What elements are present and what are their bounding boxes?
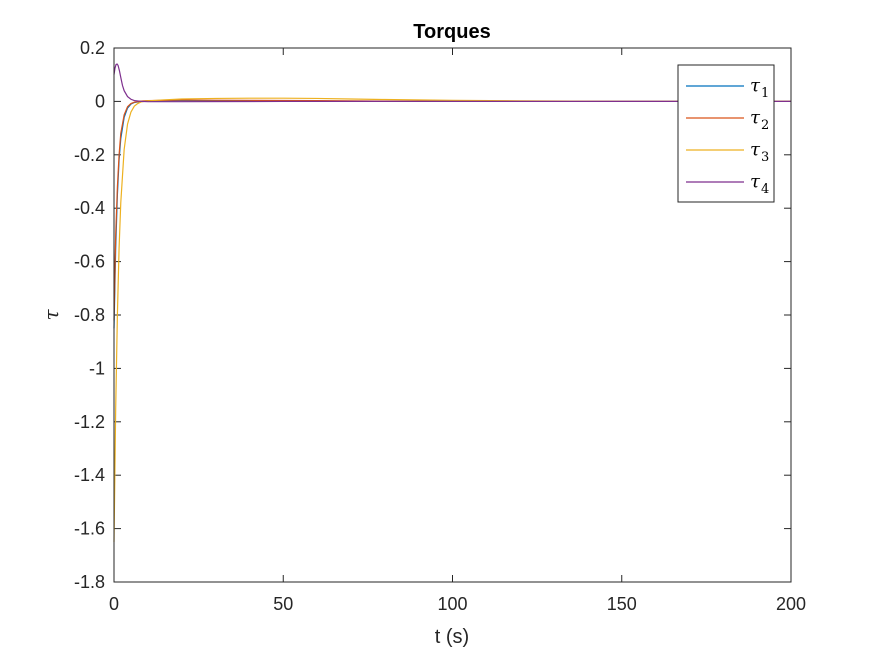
y-tick-label: 0 (95, 91, 105, 111)
plot-frame (113, 47, 792, 583)
y-tick-label: -1.4 (74, 465, 105, 485)
x-tick-label: 50 (273, 594, 293, 614)
x-tick-label: 150 (607, 594, 637, 614)
y-tick-label: 0.2 (80, 38, 105, 58)
legend-box (677, 64, 775, 203)
x-tick-label: 0 (109, 594, 119, 614)
y-tick-label: -1.6 (74, 519, 105, 539)
series-line-4 (113, 63, 791, 103)
y-tick-label: -0.6 (74, 252, 105, 272)
x-axis-label: t (s) (435, 626, 469, 648)
y-tick-label: -1.8 (74, 572, 105, 592)
y-tick-label: -0.2 (74, 145, 105, 165)
y-tick-label: -0.8 (74, 305, 105, 325)
x-axis-ticks: 0 50 100 150 200 (109, 48, 806, 614)
y-axis-ticks: 0.2 0 -0.2 -0.4 -0.6 -0.8 -1 -1.2 -1.4 -1.6 -1.8 (74, 38, 791, 592)
x-tick-label: 100 (437, 594, 467, 614)
y-axis-label: τ (39, 309, 63, 321)
x-tick-label: 200 (776, 594, 806, 614)
y-tick-label: -1.2 (74, 412, 105, 432)
y-tick-label: -1 (89, 358, 105, 378)
chart-title: Torques (413, 21, 490, 43)
series-lines (113, 63, 791, 542)
y-tick-label: -0.4 (74, 198, 105, 218)
series-line-3 (113, 97, 791, 542)
